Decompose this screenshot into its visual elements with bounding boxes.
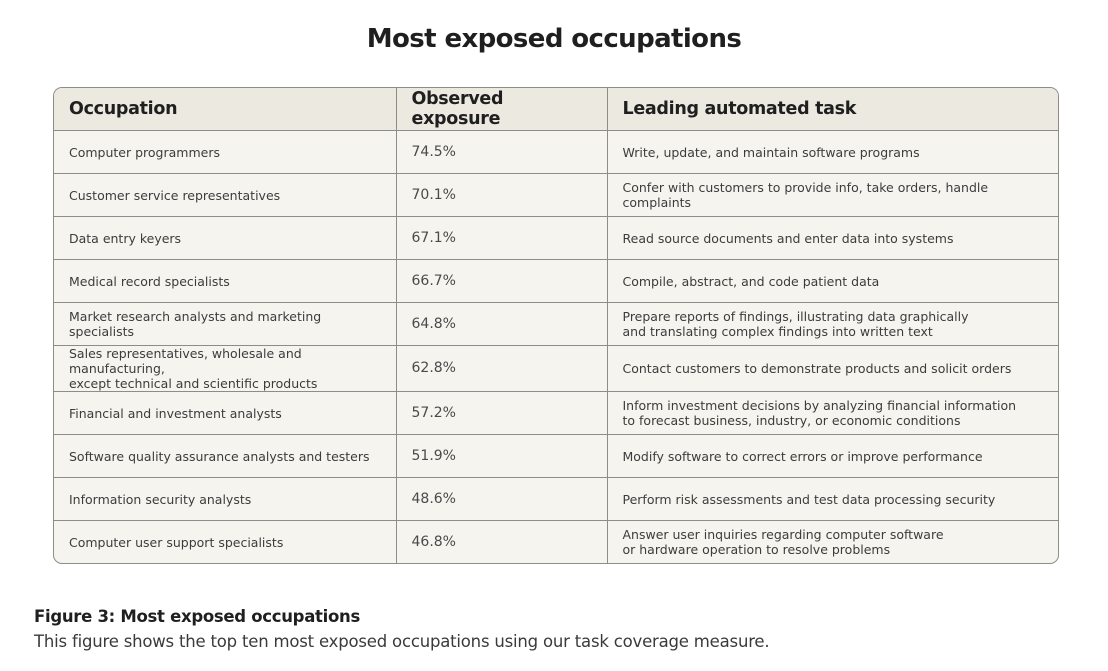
- exposure-cell: 46.8%: [395, 520, 608, 563]
- occupation-cell: Data entry keyers: [54, 216, 397, 260]
- task-cell: Modify software to correct errors or imp…: [606, 434, 1058, 478]
- table-body: Computer programmers 74.5% Write, update, …: [54, 130, 1058, 563]
- task-cell: Perform risk assessments and test data p…: [606, 477, 1058, 521]
- table-row: Market research analysts and marketing s…: [54, 302, 1058, 346]
- caption-label: Figure 3: Most exposed occupations: [34, 607, 360, 626]
- table-frame: Occupation Observed exposure Leading autom…: [53, 87, 1059, 564]
- exposure-cell: 51.9%: [395, 434, 608, 478]
- table-row: Computer user support specialists 46.8% An…: [54, 520, 1058, 563]
- occupation-cell: Software quality assurance analysts and …: [54, 434, 397, 478]
- exposure-cell: 57.2%: [395, 391, 608, 435]
- exposure-cell: 64.8%: [395, 302, 608, 346]
- header-cell: Observed exposure: [395, 88, 608, 131]
- header-row: Occupation Observed exposure Leading autom…: [54, 88, 1058, 131]
- table-row: Customer service representatives 70.1% Con…: [54, 173, 1058, 217]
- occupation-cell: Medical record specialists: [54, 259, 397, 303]
- exposure-cell: 48.6%: [395, 477, 608, 521]
- occupation-cell: Financial and investment analysts: [54, 391, 397, 435]
- table-row: Software quality assurance analysts and …: [54, 434, 1058, 478]
- table: Occupation Observed exposure Leading autom…: [54, 88, 1058, 563]
- table-row: Data entry keyers 67.1% Read source docume…: [54, 216, 1058, 260]
- task-cell: Contact customers to demonstrate product…: [606, 345, 1058, 392]
- exposure-cell: 70.1%: [395, 173, 608, 217]
- occupation-cell: Information security analysts: [54, 477, 397, 521]
- occupation-cell: Computer programmers: [54, 130, 397, 174]
- header-cell: Occupation: [54, 88, 397, 131]
- exposure-cell: 67.1%: [395, 216, 608, 260]
- exposure-cell: 74.5%: [395, 130, 608, 174]
- task-cell: Write, update, and maintain software pro…: [606, 130, 1058, 174]
- task-cell: Read source documents and enter data int…: [606, 216, 1058, 260]
- table-row: Financial and investment analysts 57.2% In…: [54, 391, 1058, 435]
- task-cell: Confer with customers to provide info, t…: [606, 173, 1058, 217]
- task-cell: Answer user inquiries regarding computer…: [606, 520, 1058, 563]
- caption-text: This figure shows the top ten most expos…: [34, 632, 770, 651]
- task-cell: Compile, abstract, and code patient data: [606, 259, 1058, 303]
- table-row: Computer programmers 74.5% Write, update, …: [54, 130, 1058, 174]
- title: Most exposed occupations: [366, 24, 742, 54]
- occupation-cell: Customer service representatives: [54, 173, 397, 217]
- task-cell: Prepare reports of findings, illustratin…: [606, 302, 1058, 346]
- occupation-cell: Market research analysts and marketing s…: [54, 302, 397, 346]
- table-row: Sales representatives, wholesale and man…: [54, 345, 1058, 392]
- task-cell: Inform investment decisions by analyzing…: [606, 391, 1058, 435]
- table-row: Medical record specialists 66.7% Compile, …: [54, 259, 1058, 303]
- occupation-cell: Computer user support specialists: [54, 520, 397, 563]
- exposure-cell: 62.8%: [395, 345, 608, 392]
- header-cell: Leading automated task: [606, 88, 1058, 131]
- table-row: Information security analysts 48.6% Perfor…: [54, 477, 1058, 521]
- exposure-cell: 66.7%: [395, 259, 608, 303]
- table-head: Occupation Observed exposure Leading autom…: [54, 88, 1058, 131]
- occupation-cell: Sales representatives, wholesale and man…: [54, 345, 397, 392]
